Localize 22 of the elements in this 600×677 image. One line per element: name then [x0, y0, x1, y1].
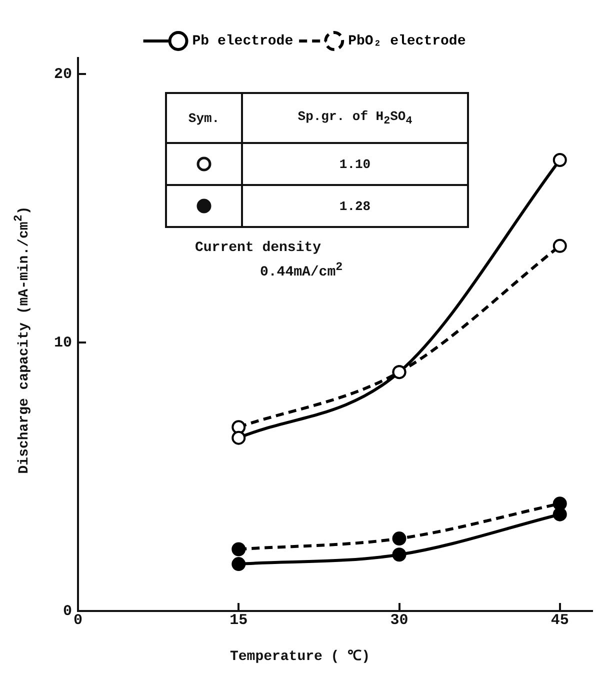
- annotation: Sym.: [166, 93, 242, 143]
- annotation: Current density: [195, 240, 322, 256]
- y-tick-label: 20: [54, 66, 72, 83]
- point: [392, 548, 406, 562]
- point: [552, 238, 567, 253]
- point: [552, 153, 567, 168]
- point: [392, 532, 406, 546]
- legend-label: PbO₂ electrode: [348, 34, 466, 50]
- x-tick-label: 30: [390, 612, 408, 629]
- point: [232, 430, 246, 445]
- annotation: 1.28: [242, 185, 468, 227]
- annotation: Sp.gr. of H$_{2}$SO$_{4}$: [242, 93, 468, 143]
- point: [232, 557, 246, 572]
- x-tick-label: 15: [230, 612, 248, 629]
- x-axis-title: Temperature ( ℃): [228, 648, 372, 665]
- annotation: 1.10: [242, 143, 468, 185]
- x-tick-label: 45: [550, 612, 569, 629]
- annotation: 0.44mA/cm$^{2}$: [260, 260, 343, 281]
- point: [552, 507, 567, 522]
- point: [232, 542, 246, 556]
- y-tick-label: 10: [54, 334, 72, 352]
- legend-label: Pb electrode: [192, 34, 294, 50]
